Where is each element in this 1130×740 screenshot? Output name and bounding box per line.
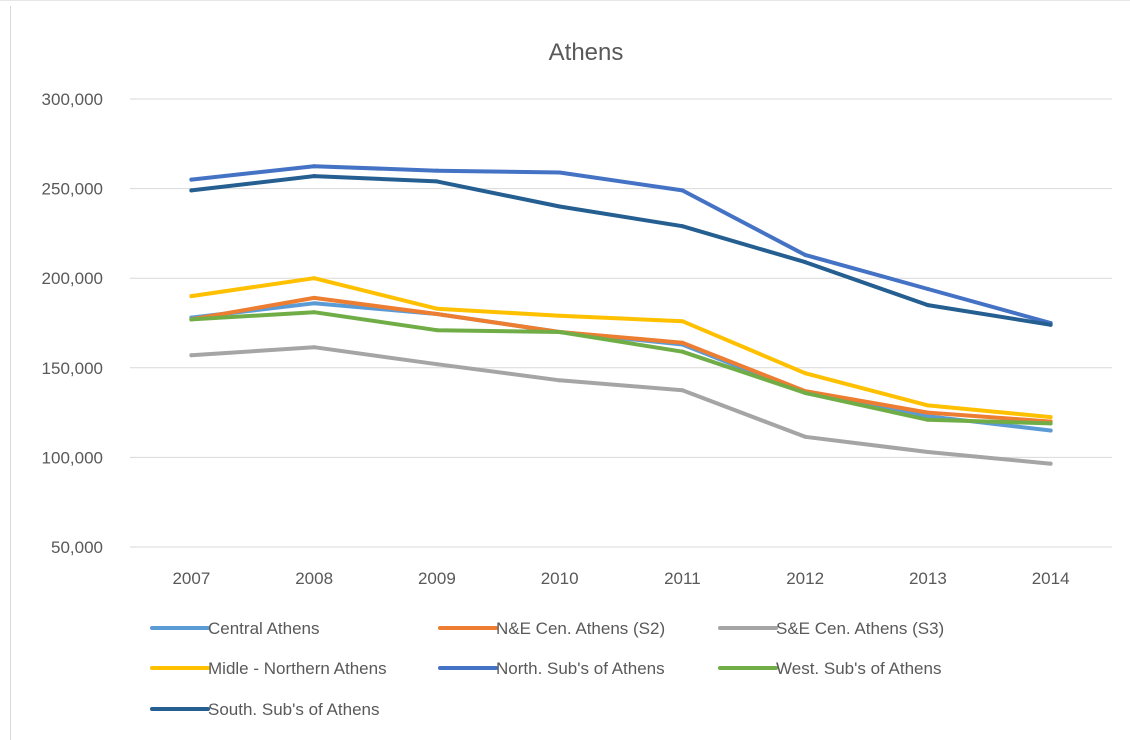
legend-label: North. Sub's of Athens	[496, 659, 665, 678]
data-point	[557, 329, 562, 334]
data-point	[434, 328, 439, 333]
gridlines	[130, 98, 1112, 548]
data-point	[312, 301, 317, 306]
x-axis-tick-labels: 2007 2008 2009 2010 2011 2012 2013 2014	[172, 569, 1069, 588]
legend-label: N&E Cen. Athens (S2)	[496, 619, 665, 638]
x-tick-label: 2013	[909, 569, 947, 588]
data-point	[557, 313, 562, 318]
data-point	[312, 345, 317, 350]
data-point	[434, 168, 439, 173]
series-line-4	[189, 164, 1053, 325]
data-point	[680, 388, 685, 393]
x-tick-label: 2008	[295, 569, 333, 588]
legend-item: West. Sub's of Athens	[718, 659, 941, 678]
data-point	[434, 312, 439, 317]
y-tick-label: 50,000	[51, 538, 103, 557]
data-point	[1048, 421, 1053, 426]
data-point	[189, 177, 194, 182]
series-lines	[189, 164, 1053, 466]
legend-item: Midle - Northern Athens	[150, 659, 387, 678]
data-point	[557, 378, 562, 383]
legend-label: Midle - Northern Athens	[208, 659, 387, 678]
data-point	[312, 174, 317, 179]
y-tick-label: 200,000	[42, 269, 103, 288]
data-point	[680, 319, 685, 324]
data-point	[1048, 428, 1053, 433]
data-point	[1048, 322, 1053, 327]
data-point	[557, 204, 562, 209]
data-point	[1048, 461, 1053, 466]
series-line-3	[189, 276, 1053, 420]
legend-label: South. Sub's of Athens	[208, 700, 379, 719]
legend-label: S&E Cen. Athens (S3)	[776, 619, 944, 638]
data-point	[680, 340, 685, 345]
y-tick-label: 250,000	[42, 180, 103, 199]
y-tick-label: 300,000	[42, 90, 103, 109]
data-point	[312, 295, 317, 300]
data-point	[189, 294, 194, 299]
series-line-6	[189, 174, 1053, 327]
data-point	[925, 303, 930, 308]
legend: Central Athens N&E Cen. Athens (S2) S&E Ce…	[150, 619, 944, 719]
data-point	[680, 349, 685, 354]
data-point	[189, 317, 194, 322]
data-point	[312, 276, 317, 281]
data-point	[557, 170, 562, 175]
x-tick-label: 2009	[418, 569, 456, 588]
data-point	[680, 188, 685, 193]
data-point	[680, 224, 685, 229]
y-tick-label: 150,000	[42, 359, 103, 378]
x-tick-label: 2012	[786, 569, 824, 588]
chart-frame-left-border	[10, 6, 11, 740]
data-point	[925, 414, 930, 419]
x-tick-label: 2014	[1032, 569, 1070, 588]
series-line-2	[189, 345, 1053, 466]
data-point	[803, 371, 808, 376]
x-tick-label: 2010	[541, 569, 579, 588]
data-point	[925, 417, 930, 422]
data-point	[803, 434, 808, 439]
y-axis-tick-labels: 50,000 100,000 150,000 200,000 250,000 300,00…	[42, 90, 103, 557]
legend-label: West. Sub's of Athens	[776, 659, 941, 678]
top-edge	[0, 0, 1130, 7]
legend-item: North. Sub's of Athens	[438, 659, 665, 678]
data-point	[312, 310, 317, 315]
data-point	[434, 306, 439, 311]
data-point	[925, 450, 930, 455]
data-point	[925, 403, 930, 408]
legend-item: S&E Cen. Athens (S3)	[718, 619, 944, 638]
data-point	[434, 179, 439, 184]
data-point	[1048, 415, 1053, 420]
data-point	[189, 188, 194, 193]
legend-label: Central Athens	[208, 619, 320, 638]
x-tick-label: 2007	[172, 569, 210, 588]
legend-item: N&E Cen. Athens (S2)	[438, 619, 665, 638]
series-line-5	[189, 310, 1053, 426]
chart-title: Athens	[549, 39, 624, 66]
data-point	[803, 252, 808, 257]
series-line-1	[189, 295, 1053, 424]
data-point	[189, 353, 194, 358]
data-point	[434, 362, 439, 367]
data-point	[925, 410, 930, 415]
legend-item: Central Athens	[150, 619, 320, 638]
legend-item: South. Sub's of Athens	[150, 700, 379, 719]
data-point	[925, 286, 930, 291]
data-point	[803, 390, 808, 395]
y-tick-label: 100,000	[42, 448, 103, 467]
data-point	[312, 164, 317, 169]
data-point	[803, 260, 808, 265]
x-tick-label: 2011	[664, 569, 701, 588]
